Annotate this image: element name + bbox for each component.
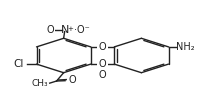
Text: O: O — [99, 42, 106, 52]
Text: CH₃: CH₃ — [32, 79, 48, 88]
Text: +: + — [67, 26, 73, 32]
Text: O: O — [99, 70, 106, 80]
Text: Cl: Cl — [14, 59, 24, 69]
Text: O: O — [68, 75, 76, 85]
Text: ·O⁻: ·O⁻ — [74, 25, 90, 35]
Text: O: O — [46, 25, 54, 35]
Text: O: O — [99, 59, 106, 69]
Text: N: N — [60, 25, 69, 35]
Text: NH₂: NH₂ — [176, 42, 195, 52]
